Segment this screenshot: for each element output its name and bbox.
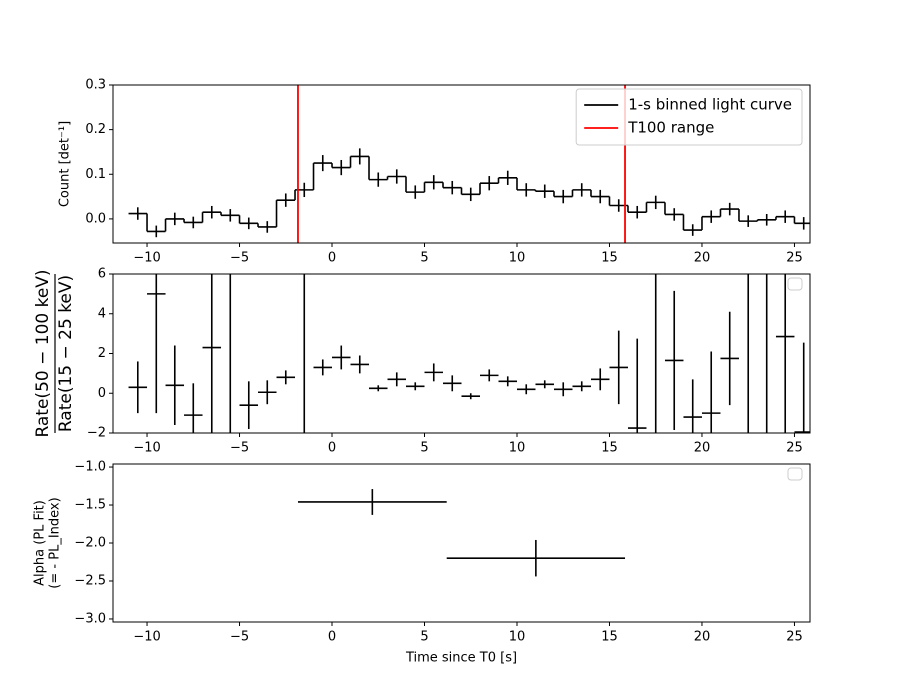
- y-tick-label: −1.0: [74, 460, 106, 475]
- x-tick-label: −10: [133, 251, 160, 266]
- x-tick-label: 15: [601, 251, 618, 266]
- y-tick-label: 0: [98, 386, 106, 401]
- y-tick-label: −1.5: [74, 498, 106, 513]
- plot-area: [297, 489, 626, 577]
- y-tick-label: −3.0: [74, 611, 106, 626]
- legend-label: 1-s binned light curve: [628, 96, 792, 114]
- axes-frame: [112, 463, 811, 623]
- y-axis-label: Alpha (PL Fit): [33, 500, 48, 586]
- x-tick-label: 5: [420, 441, 428, 456]
- legend-label: T100 range: [627, 119, 714, 137]
- x-tick-label: 0: [328, 630, 336, 645]
- x-tick-label: 0: [328, 251, 336, 266]
- y-axis-label: Rate(50 − 100 keV): [33, 269, 53, 437]
- x-tick-label: 20: [694, 441, 711, 456]
- axes-frame: [112, 84, 811, 244]
- y-axis-label: Count [det⁻¹]: [58, 121, 73, 207]
- x-tick-label: 20: [694, 630, 711, 645]
- x-tick-label: 5: [420, 251, 428, 266]
- x-tick-label: 15: [601, 441, 618, 456]
- x-tick-label: 25: [786, 251, 803, 266]
- x-tick-label: −5: [230, 630, 249, 645]
- plot-area: [128, 274, 810, 433]
- x-tick-label: 25: [786, 441, 803, 456]
- y-axis-label: Rate(15 − 25 keV): [56, 275, 76, 432]
- x-tick-label: −5: [230, 441, 249, 456]
- legend-box: [575, 88, 803, 146]
- y-tick-label: 0.0: [85, 211, 106, 226]
- y-tick-label: 0.1: [85, 167, 106, 182]
- x-tick-label: −10: [133, 441, 160, 456]
- y-tick-label: 6: [98, 267, 106, 282]
- x-tick-label: 0: [328, 441, 336, 456]
- y-tick-label: 0.2: [85, 122, 106, 137]
- legend-box: [787, 467, 803, 481]
- x-tick-label: −5: [230, 251, 249, 266]
- y-tick-label: −2.5: [74, 573, 106, 588]
- x-tick-label: 10: [509, 441, 526, 456]
- x-tick-label: −10: [133, 630, 160, 645]
- y-tick-label: −2.0: [74, 536, 106, 551]
- x-tick-label: 5: [420, 630, 428, 645]
- x-tick-label: 25: [786, 630, 803, 645]
- y-tick-label: 4: [98, 306, 106, 321]
- y-axis-label: (= - PL_Index): [48, 497, 63, 588]
- x-tick-label: 10: [509, 630, 526, 645]
- plot-area: [128, 85, 810, 243]
- x-axis-label: Time since T0 [s]: [405, 651, 517, 666]
- x-tick-label: 10: [509, 251, 526, 266]
- axes-frame: [112, 273, 811, 434]
- x-tick-label: 20: [694, 251, 711, 266]
- y-tick-label: 2: [98, 346, 106, 361]
- y-tick-label: 0.3: [85, 78, 106, 93]
- legend-box: [787, 277, 803, 291]
- x-tick-label: 15: [601, 630, 618, 645]
- y-tick-label: −2: [87, 426, 106, 441]
